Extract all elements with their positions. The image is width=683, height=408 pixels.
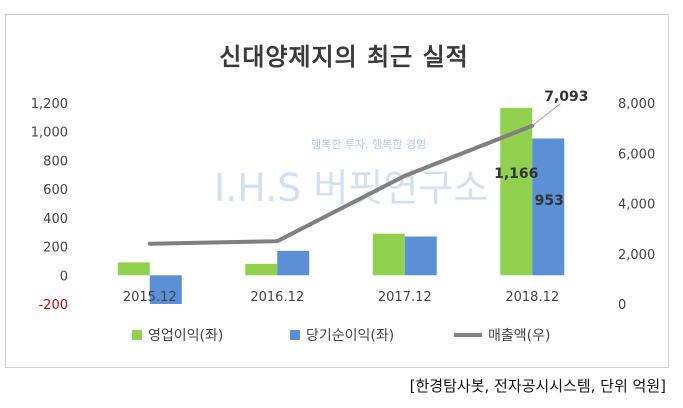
left-tick-label: 600 (43, 183, 68, 198)
legend: 영업이익(좌) 당기순이익(좌) 매출액(우) (132, 328, 550, 344)
legend-item-net-income-label: 당기순이익(좌) (306, 328, 394, 344)
data-labels: 1,166 953 7,093 (494, 89, 588, 209)
line-series (147, 123, 535, 246)
bar-operating-profit (245, 263, 278, 276)
chart-frame: 신대양제지의 최근 실적 행복한 투자, 행복한 경영 I.H.S 버핏연구소 … (5, 14, 669, 368)
right-tick-label: 4,000 (618, 198, 655, 213)
bar-net-income (149, 275, 182, 304)
category-label: 2018.12 (505, 290, 559, 305)
category-label: 2015.12 (123, 290, 177, 305)
data-label-sales: 7,093 (544, 89, 588, 105)
watermark-tagline: 행복한 투자, 행복한 경영 (311, 138, 426, 151)
left-tick-label: 400 (43, 212, 68, 227)
left-tick-label: 1,000 (31, 126, 68, 141)
bar-operating-profit (117, 262, 150, 276)
watermark: 행복한 투자, 행복한 경영 I.H.S 버핏연구소 (214, 138, 488, 210)
bar-net-income (277, 250, 310, 276)
right-axis: 0 2,000 4,000 6,000 8,000 (618, 97, 655, 313)
right-tick-label: 0 (618, 298, 626, 313)
right-tick-label: 6,000 (618, 147, 655, 162)
legend-item-operating-profit-label: 영업이익(좌) (148, 328, 223, 344)
legend-item-operating-profit-swatch (132, 330, 142, 340)
left-tick-label: 1,200 (31, 97, 68, 112)
data-label-net-income: 953 (535, 193, 564, 209)
category-label: 2017.12 (378, 290, 432, 305)
legend-item-sales-label: 매출액(우) (488, 328, 550, 344)
right-tick-label: 2,000 (618, 248, 655, 263)
category-label: 2016.12 (250, 290, 304, 305)
left-axis: -200 0 200 400 600 800 1,000 1,200 (31, 97, 68, 313)
bar-operating-profit (372, 233, 405, 276)
left-tick-label: 0 (60, 269, 68, 284)
data-label-operating-profit: 1,166 (494, 166, 538, 182)
sales-line (147, 123, 535, 246)
left-tick-label: -200 (38, 298, 68, 313)
right-tick-label: 8,000 (618, 97, 655, 112)
left-tick-label: 200 (43, 241, 68, 256)
data-label-leader-line (531, 103, 561, 127)
bar-net-income (532, 138, 565, 276)
legend-item-net-income-swatch (290, 330, 300, 340)
bar-series (117, 107, 565, 304)
chart: 신대양제지의 최근 실적 행복한 투자, 행복한 경영 I.H.S 버핏연구소 … (31, 43, 655, 344)
bar-net-income (404, 236, 437, 276)
category-axis: 2015.12 2016.12 2017.12 2018.12 (123, 290, 559, 305)
left-tick-label: 800 (43, 154, 68, 169)
source-note: [한경탐사봇, 전자공시시스템, 단위 억원] (410, 377, 666, 395)
chart-title: 신대양제지의 최근 실적 (219, 43, 469, 71)
